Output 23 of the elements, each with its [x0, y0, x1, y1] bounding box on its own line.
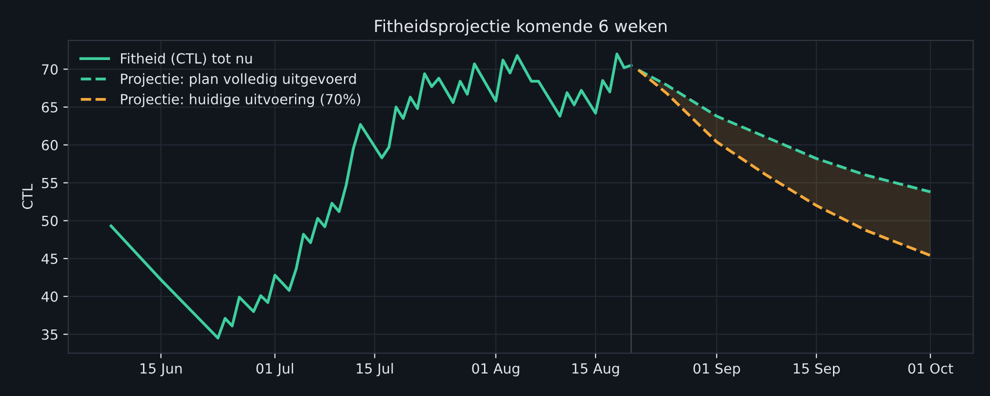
legend-label: Projectie: plan volledig uitgevoerd	[121, 73, 356, 87]
x-tick-label: 01 Sep	[693, 363, 740, 376]
y-tick-label: 40	[42, 291, 58, 302]
x-tick-label: 15 Sep	[794, 363, 840, 376]
x-tick-label: 01 Oct	[908, 363, 954, 374]
y-tick-label: 70	[42, 64, 58, 75]
line-series	[636, 68, 932, 194]
legend-label: Projectie: huidige uitvoering (70%)	[121, 94, 360, 108]
y-axis-title: CTL	[22, 184, 33, 209]
x-tick-label: 01 Aug	[472, 363, 520, 376]
x-tick-label: 01 Jul	[256, 362, 294, 376]
y-tick-label: 65	[42, 102, 58, 113]
y-tick-label: 35	[42, 329, 58, 340]
y-tick-label: 60	[42, 140, 58, 150]
line-series	[110, 52, 633, 340]
y-tick-label: 55	[42, 178, 58, 188]
x-tick-label: 15 Aug	[572, 363, 619, 376]
chart-title: Fitheidsprojectie komende 6 weken	[375, 19, 666, 36]
x-tick-label: 15 Jul	[356, 362, 393, 376]
legend-label: Fitheid (CTL) tot nu	[121, 52, 252, 66]
y-tick-label: 45	[42, 254, 58, 264]
x-tick-label: 15 Jun	[140, 363, 182, 376]
y-tick-label: 50	[42, 216, 58, 226]
